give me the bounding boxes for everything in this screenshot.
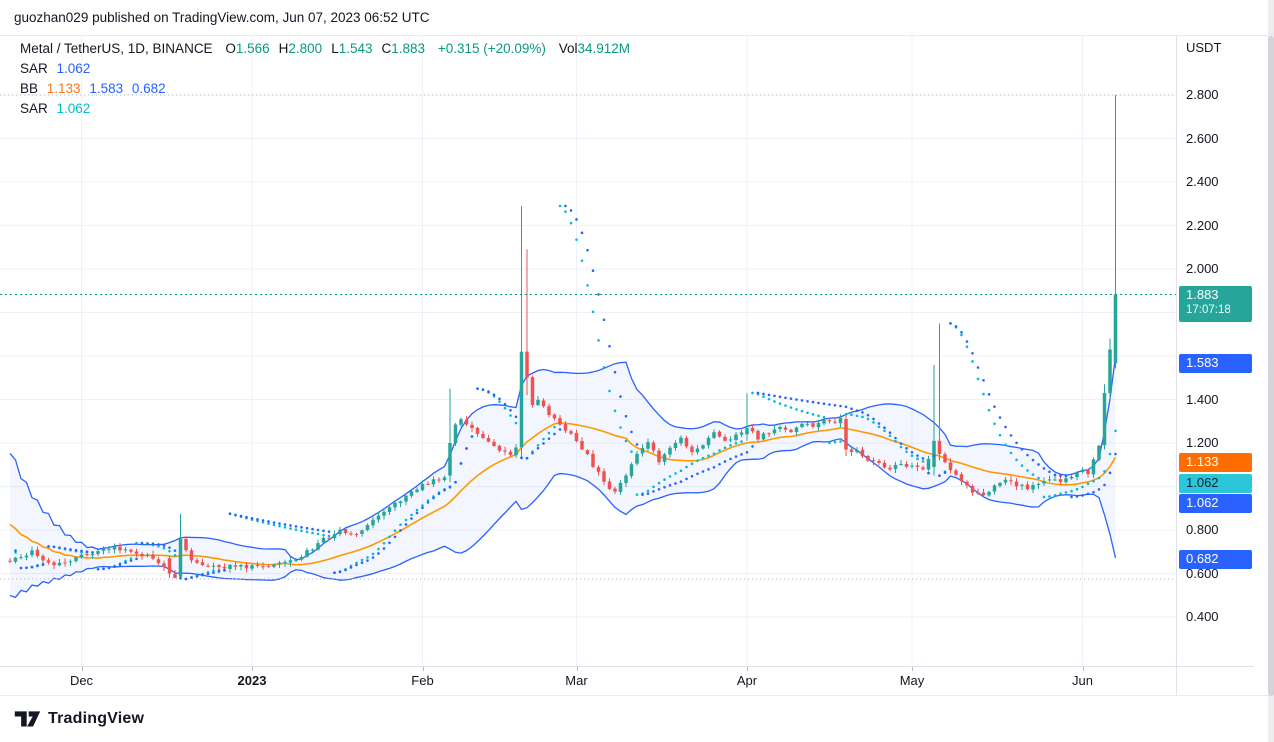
time-axis-label: Jun bbox=[1072, 673, 1093, 688]
sar2-name: SAR bbox=[20, 101, 48, 116]
bollinger-band bbox=[9, 356, 1117, 599]
tradingview-brand-text: TradingView bbox=[48, 709, 145, 727]
change-value: +0.315 (+20.09%) bbox=[437, 41, 546, 56]
scrollbar-track[interactable] bbox=[1268, 0, 1274, 742]
candle-series bbox=[8, 95, 1118, 579]
bb-name: BB bbox=[20, 81, 39, 96]
ohlc-label: O bbox=[225, 41, 236, 56]
sar1-name: SAR bbox=[20, 61, 48, 76]
bb-upper-value: 1.583 bbox=[89, 81, 124, 96]
sar1-value: 1.062 bbox=[56, 61, 91, 76]
price-axis-label: 2.600 bbox=[1186, 130, 1219, 146]
parabolic-sar-dots bbox=[14, 204, 1117, 581]
ohlc-values: O1.566 H2.800 L1.543 C1.883 bbox=[216, 41, 425, 56]
ohlc-value: 1.883 bbox=[391, 41, 426, 56]
price-badge: 1.133 bbox=[1179, 453, 1252, 473]
symbol-legend-row[interactable]: Metal / TetherUS, 1D, BINANCE O1.566 H2.8… bbox=[20, 40, 630, 58]
bb-legend-row[interactable]: BB 1.133 1.583 0.682 bbox=[20, 80, 166, 98]
ohlc-label: H bbox=[278, 41, 289, 56]
time-axis-tick bbox=[81, 667, 83, 671]
price-badge: 1.062 bbox=[1179, 473, 1252, 493]
time-axis-tick bbox=[422, 667, 424, 671]
time-axis-label: May bbox=[899, 673, 925, 688]
tradingview-logo-icon bbox=[14, 711, 41, 727]
price-axis-label: 0.400 bbox=[1186, 609, 1219, 624]
symbol-title[interactable]: Metal / TetherUS, 1D, BINANCE bbox=[20, 41, 213, 56]
time-axis-tick bbox=[1082, 667, 1084, 671]
price-axis-label: 1.200 bbox=[1186, 435, 1219, 450]
bb-lower-value: 0.682 bbox=[131, 81, 166, 96]
ohlc-value: 1.543 bbox=[338, 41, 373, 56]
countdown-timer: 17:07:18 bbox=[1186, 304, 1231, 317]
sar-legend-row-1[interactable]: SAR 1.062 bbox=[20, 60, 90, 78]
publish-header: guozhan029 published on TradingView.com,… bbox=[0, 0, 1274, 36]
sar-legend-row-2[interactable]: SAR 1.062 bbox=[20, 100, 90, 118]
price-axis-label: 2.800 bbox=[1186, 87, 1219, 102]
price-badge: 1.062 bbox=[1179, 493, 1252, 513]
price-axis[interactable]: USDT 2.800 2.600 2.400 2.200 2.000 1.400 1.200… bbox=[1176, 36, 1255, 695]
ohlc-value: 2.800 bbox=[288, 41, 323, 56]
footer-bar: TradingView bbox=[0, 695, 1274, 742]
time-axis-tick bbox=[912, 667, 913, 671]
volume-label: Vol bbox=[558, 41, 578, 56]
time-axis-label: Dec bbox=[69, 673, 94, 688]
published-by-text: guozhan029 published on TradingView.com,… bbox=[14, 10, 430, 25]
time-axis-tick bbox=[252, 667, 253, 671]
price-axis-label: 2.200 bbox=[1186, 217, 1219, 233]
price-badge: 0.682 bbox=[1179, 550, 1252, 570]
time-axis-label: Feb bbox=[411, 673, 434, 688]
chart-canvas[interactable] bbox=[0, 36, 1176, 666]
volume-value: 34.912M bbox=[577, 41, 631, 56]
time-axis-label: 2023 bbox=[237, 673, 267, 688]
time-axis-tick bbox=[747, 667, 748, 671]
time-axis-label: Apr bbox=[736, 673, 758, 688]
price-axis-label: 2.000 bbox=[1186, 261, 1219, 276]
price-axis-label: 1.400 bbox=[1186, 391, 1219, 407]
ohlc-label: C bbox=[381, 41, 392, 56]
bb-basis-value: 1.133 bbox=[46, 81, 81, 96]
ohlc-label: L bbox=[331, 41, 339, 56]
time-axis-label: Mar bbox=[565, 673, 588, 688]
high-low-price-lines bbox=[0, 94, 1176, 580]
time-axis[interactable]: Dec 2023 Feb Mar Apr May Jun bbox=[0, 666, 1254, 696]
price-badge: 1.883 17:07:18 bbox=[1179, 286, 1252, 323]
tradingview-brand-link[interactable]: TradingView bbox=[14, 707, 144, 730]
ohlc-value: 1.566 bbox=[235, 41, 270, 56]
axis-currency-label: USDT bbox=[1186, 40, 1222, 55]
scrollbar-thumb[interactable] bbox=[1268, 36, 1274, 696]
price-axis-label: 0.600 bbox=[1186, 565, 1219, 581]
price-axis-label: 0.800 bbox=[1186, 522, 1219, 537]
sar2-value: 1.062 bbox=[56, 101, 91, 116]
time-axis-tick bbox=[576, 667, 578, 671]
price-badge: 1.583 bbox=[1179, 354, 1252, 374]
price-axis-label: 2.400 bbox=[1186, 174, 1219, 189]
